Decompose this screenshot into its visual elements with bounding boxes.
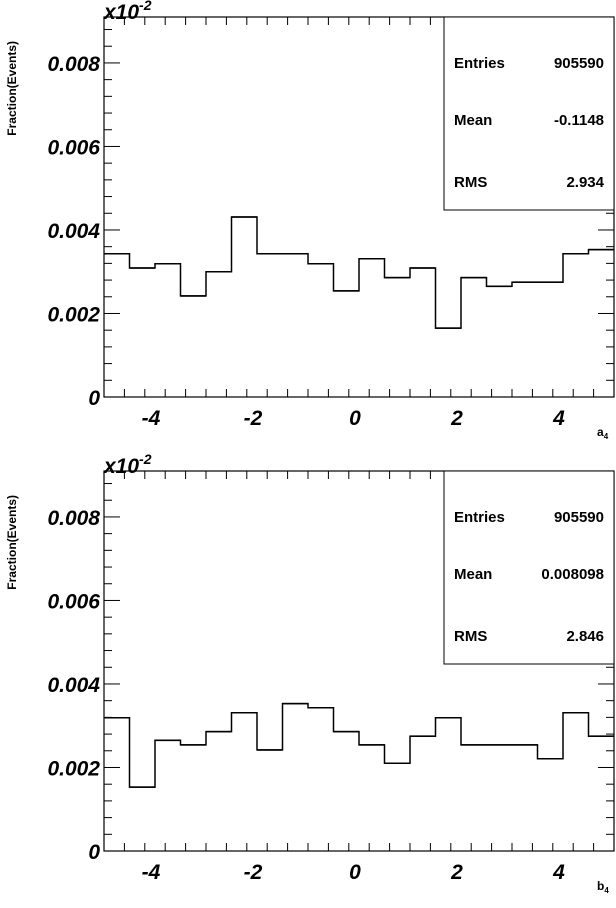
x-tick-label: 2 <box>450 861 463 884</box>
y-tick-label: 0.008 <box>47 53 100 76</box>
x-tick-label: -4 <box>142 861 161 884</box>
stat-label: RMS <box>454 628 487 645</box>
x-tick-label: -2 <box>244 861 263 884</box>
stats-box <box>443 470 615 665</box>
y-multiplier-label: x10-2 <box>103 0 152 24</box>
stat-label: Mean <box>454 566 492 583</box>
x-tick-label: -2 <box>244 407 263 430</box>
y-tick-label: 0.002 <box>47 757 100 780</box>
y-tick-label: 0.004 <box>47 220 100 243</box>
y-tick-label: 0 <box>88 841 100 864</box>
stat-value: 905590 <box>554 509 604 526</box>
histogram-step-line-a4 <box>104 216 614 329</box>
y-tick-label: 0.004 <box>47 674 100 697</box>
stat-value: 2.846 <box>566 628 604 645</box>
histogram-a4-svg: 0 0.002 0.004 0.006 0.008 -4 -2 0 2 4 x10-2 Fractio… <box>5 0 615 441</box>
stat-value: 0.008098 <box>541 566 604 583</box>
histogram-panel-a4: 0 0.002 0.004 0.006 0.008 -4 -2 0 2 4 x10-2 Fractio… <box>5 0 615 441</box>
stat-label: Entries <box>454 509 505 526</box>
x-axis-label: b4 <box>597 879 609 895</box>
x-tick-label: 4 <box>552 861 565 884</box>
stat-value: 2.934 <box>566 174 604 191</box>
x-tick-label: 2 <box>450 407 463 430</box>
y-tick-label: 0.002 <box>47 303 100 326</box>
stats-box <box>443 16 615 211</box>
stat-label: Entries <box>454 55 505 72</box>
stat-value: -0.1148 <box>554 112 604 129</box>
x-tick-label: 4 <box>552 407 565 430</box>
y-axis-label: Fraction(Events) <box>5 495 19 590</box>
stat-value: 905590 <box>554 55 604 72</box>
stat-label: Mean <box>454 112 492 129</box>
x-tick-label: -4 <box>142 407 161 430</box>
y-axis-label: Fraction(Events) <box>5 41 19 136</box>
histogram-panel-b4: 0 0.002 0.004 0.006 0.008 -4 -2 0 2 4 x10-2 Fractio… <box>0 454 616 908</box>
y-multiplier-label: x10-2 <box>103 454 152 478</box>
x-axis-label: a4 <box>597 425 609 441</box>
y-tick-label: 0.006 <box>47 590 100 613</box>
x-tick-label: 0 <box>349 861 361 884</box>
histogram-b4-svg: 0 0.002 0.004 0.006 0.008 -4 -2 0 2 4 x10-2 Fractio… <box>5 454 615 895</box>
y-tick-label: 0.008 <box>47 507 100 530</box>
y-tick-label: 0.006 <box>47 136 100 159</box>
y-tick-label: 0 <box>88 387 100 410</box>
stat-label: RMS <box>454 174 487 191</box>
x-tick-label: 0 <box>349 407 361 430</box>
